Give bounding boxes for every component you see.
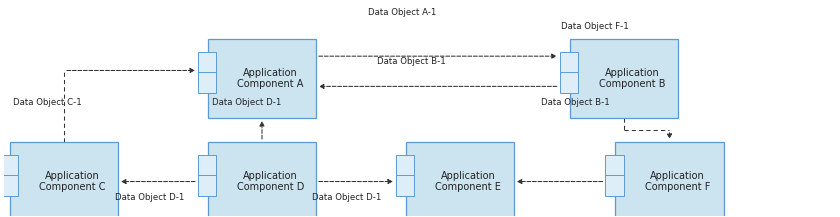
Text: Application
Component C: Application Component C	[39, 171, 106, 192]
Text: Application
Component B: Application Component B	[599, 68, 665, 89]
FancyBboxPatch shape	[198, 175, 216, 196]
FancyBboxPatch shape	[559, 52, 578, 73]
FancyBboxPatch shape	[198, 155, 216, 176]
FancyBboxPatch shape	[0, 175, 18, 196]
Text: Data Object D-1: Data Object D-1	[212, 98, 281, 107]
Text: Application
Component E: Application Component E	[435, 171, 501, 192]
FancyBboxPatch shape	[396, 175, 414, 196]
FancyBboxPatch shape	[396, 155, 414, 176]
Text: Application
Component F: Application Component F	[645, 171, 711, 192]
Text: Data Object C-1: Data Object C-1	[13, 98, 81, 107]
FancyBboxPatch shape	[606, 175, 623, 196]
Text: Data Object A-1: Data Object A-1	[369, 8, 437, 17]
Text: Data Object F-1: Data Object F-1	[561, 22, 629, 31]
Text: Data Object D-1: Data Object D-1	[115, 193, 184, 202]
FancyBboxPatch shape	[606, 155, 623, 176]
FancyBboxPatch shape	[10, 142, 118, 217]
Text: Application
Component D: Application Component D	[237, 171, 304, 192]
FancyBboxPatch shape	[208, 39, 316, 118]
FancyBboxPatch shape	[559, 72, 578, 93]
FancyBboxPatch shape	[208, 142, 316, 217]
FancyBboxPatch shape	[198, 52, 216, 73]
Text: Application
Component A: Application Component A	[237, 68, 303, 89]
Text: Data Object B-1: Data Object B-1	[377, 57, 445, 66]
Text: Data Object D-1: Data Object D-1	[312, 193, 381, 202]
FancyBboxPatch shape	[570, 39, 678, 118]
FancyBboxPatch shape	[616, 142, 723, 217]
FancyBboxPatch shape	[198, 72, 216, 93]
FancyBboxPatch shape	[406, 142, 514, 217]
Text: Data Object B-1: Data Object B-1	[541, 98, 609, 107]
FancyBboxPatch shape	[0, 155, 18, 176]
